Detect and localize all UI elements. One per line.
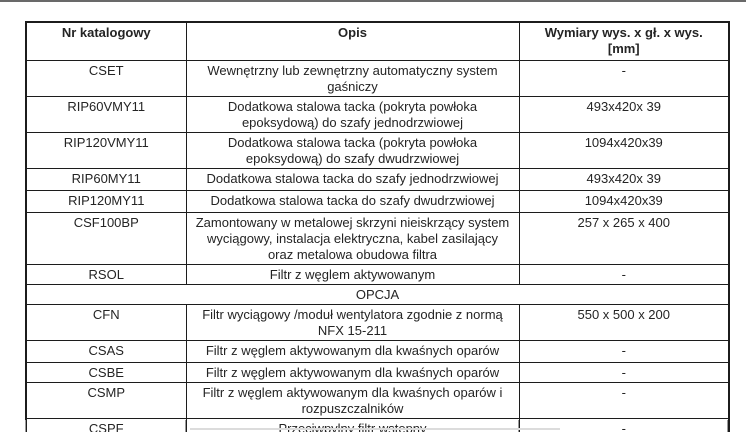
dimensions-cell: -: [518, 263, 730, 285]
catalog-number-cell: RIP120VMY11: [25, 131, 187, 169]
dimensions-cell: 1094x420x39: [518, 189, 730, 213]
cropped-row-border-col1: [185, 420, 186, 432]
catalog-number-cell: CSMP: [25, 381, 187, 419]
cropped-row-border-right: [727, 420, 728, 432]
catalog-number-cell: CSPF: [25, 417, 187, 432]
section-label: OPCJA: [25, 283, 730, 305]
table-row: CFN Filtr wyciągowy /moduł wentylatora z…: [25, 303, 730, 341]
header-dimensions-line1: Wymiary wys. x gł. x wys.: [544, 25, 703, 40]
table-row: CSAS Filtr z węglem aktywowanym dla kwaś…: [25, 339, 730, 363]
cropped-row-border-left: [25, 420, 26, 432]
dimensions-cell: -: [518, 339, 730, 363]
description-cell: Filtr wyciągowy /moduł wentylatora zgodn…: [185, 303, 520, 341]
description-cell: Dodatkowa stalowa tacka (pokryta powłoka…: [185, 131, 520, 169]
catalog-number-cell: CSAS: [25, 339, 187, 363]
description-cell: Dodatkowa stalowa tacka (pokryta powłoka…: [185, 95, 520, 133]
cropped-row-border-col2: [518, 420, 519, 432]
catalog-number-cell: RSOL: [25, 263, 187, 285]
header-dimensions-line2: [mm]: [607, 41, 640, 56]
dimensions-cell: 257 x 265 x 400: [518, 211, 730, 265]
catalog-number-cell: CSBE: [25, 361, 187, 383]
description-cell: Filtr z węglem aktywowanym dla kwaśnych …: [185, 339, 520, 363]
dimensions-cell: -: [518, 59, 730, 97]
catalog-number-cell: CSF100BP: [25, 211, 187, 265]
table-row: RSOL Filtr z węglem aktywowanym -: [25, 263, 730, 285]
dimensions-cell: 1094x420x39: [518, 131, 730, 169]
description-cell: Dodatkowa stalowa tacka do szafy jednodr…: [185, 167, 520, 191]
description-cell: Wewnętrzny lub zewnętrzny automatyczny s…: [185, 59, 520, 97]
description-cell: Dodatkowa stalowa tacka do szafy dwudrzw…: [185, 189, 520, 213]
catalog-number-cell: RIP60VMY11: [25, 95, 187, 133]
header-description: Opis: [185, 21, 520, 61]
dimensions-cell: 493x420x 39: [518, 167, 730, 191]
cropped-border-top: [0, 0, 746, 2]
header-dimensions: Wymiary wys. x gł. x wys. [mm]: [518, 21, 730, 61]
dimensions-cell: -: [518, 417, 730, 432]
header-catalog-number: Nr katalogowy: [25, 21, 187, 61]
catalog-number-cell: CFN: [25, 303, 187, 341]
table-header-row: Nr katalogowy Opis Wymiary wys. x gł. x …: [25, 21, 730, 61]
description-cell: Filtr z węglem aktywowanym: [185, 263, 520, 285]
table-row: CSMP Filtr z węglem aktywowanym dla kwaś…: [25, 381, 730, 419]
table-row: RIP120MY11 Dodatkowa stalowa tacka do sz…: [25, 189, 730, 213]
dimensions-cell: 550 x 500 x 200: [518, 303, 730, 341]
table-row: RIP60VMY11 Dodatkowa stalowa tacka (pokr…: [25, 95, 730, 133]
table-row: RIP60MY11 Dodatkowa stalowa tacka do sza…: [25, 167, 730, 191]
dimensions-cell: 493x420x 39: [518, 95, 730, 133]
table-row: CSF100BP Zamontowany w metalowej skrzyni…: [25, 211, 730, 265]
table-row: CSET Wewnętrzny lub zewnętrzny automatyc…: [25, 59, 730, 97]
table-row: CSBE Filtr z węglem aktywowanym dla kwaś…: [25, 361, 730, 383]
catalog-number-cell: CSET: [25, 59, 187, 97]
description-cell: Filtr z węglem aktywowanym dla kwaśnych …: [185, 361, 520, 383]
cropped-text-smudge: [190, 428, 560, 430]
description-cell: Zamontowany w metalowej skrzyni nieiskrz…: [185, 211, 520, 265]
section-row: OPCJA: [25, 283, 730, 305]
description-cell: Filtr z węglem aktywowanym dla kwaśnych …: [185, 381, 520, 419]
dimensions-cell: -: [518, 381, 730, 419]
table-row: RIP120VMY11 Dodatkowa stalowa tacka (pok…: [25, 131, 730, 169]
catalog-number-cell: RIP60MY11: [25, 167, 187, 191]
catalog-number-cell: RIP120MY11: [25, 189, 187, 213]
catalog-table: Nr katalogowy Opis Wymiary wys. x gł. x …: [25, 21, 730, 432]
dimensions-cell: -: [518, 361, 730, 383]
